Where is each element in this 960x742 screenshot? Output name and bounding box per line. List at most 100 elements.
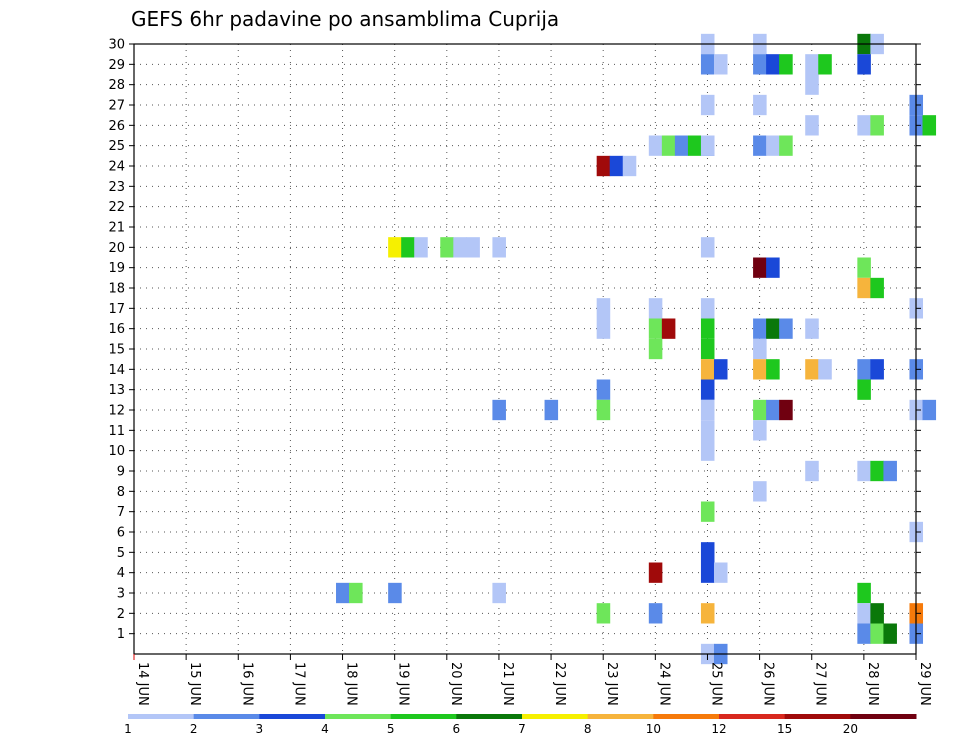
precip-cell: [700, 54, 715, 75]
precip-cell: [805, 54, 819, 75]
legend-swatch: [522, 714, 589, 719]
x-tick-label: 29 JUN: [917, 662, 932, 706]
x-axis: 14 JUN 15 JUN 16 JUN 17 JUN 18 JUN 19 JUN 20 J…: [133, 654, 932, 706]
y-tick-label: 11: [108, 424, 125, 439]
y-tick-label: 1: [117, 627, 125, 642]
precip-cell: [700, 298, 715, 319]
precip-cell: [596, 379, 611, 400]
y-tick-label: 22: [108, 200, 125, 215]
precip-cell: [753, 318, 767, 339]
precip-cell: [818, 54, 832, 75]
precip-cell: [753, 257, 767, 278]
precip-cell: [713, 54, 728, 75]
precip-cell: [401, 237, 415, 258]
legend-swatch: [456, 714, 523, 719]
precip-cell: [857, 257, 871, 278]
precip-cell: [609, 155, 624, 177]
precip-cell: [440, 237, 454, 258]
legend-label: 7: [518, 722, 526, 736]
y-tick-label: 23: [108, 180, 125, 195]
y-tick-label: 29: [108, 58, 125, 73]
legend-label: 8: [584, 722, 592, 736]
precip-cell: [805, 115, 819, 136]
precip-cell: [779, 318, 793, 339]
precip-cell: [818, 359, 832, 380]
precip-cell: [922, 399, 937, 421]
y-tick-label: 13: [108, 383, 125, 398]
y-tick-label: 20: [108, 241, 125, 256]
precip-cell: [766, 54, 780, 75]
legend-swatch: [390, 714, 457, 719]
y-tick-label: 15: [108, 343, 125, 358]
precip-cell: [870, 603, 884, 624]
precip-cell: [700, 359, 715, 380]
precip-cell: [766, 399, 780, 421]
precip-cell: [805, 318, 819, 339]
precip-cell: [700, 440, 715, 461]
x-tick-label: 19 JUN: [396, 662, 411, 706]
precip-cell: [492, 399, 506, 421]
x-tick-label: 15 JUN: [187, 662, 202, 706]
y-tick-label: 2: [117, 607, 125, 622]
precip-cell: [700, 237, 715, 258]
precip-cell: [713, 359, 728, 380]
y-tick-label: 24: [108, 160, 125, 175]
precip-cell: [700, 338, 715, 360]
y-tick-label: 21: [108, 221, 125, 236]
precip-cell: [492, 582, 506, 604]
precip-cell: [753, 54, 767, 75]
precip-cell: [596, 399, 611, 421]
precip-cell: [700, 542, 715, 563]
precip-cell: [766, 318, 780, 339]
precip-cell: [766, 359, 780, 380]
precip-cell: [766, 135, 780, 156]
precip-cell: [883, 460, 897, 482]
legend-label: 2: [190, 722, 198, 736]
x-tick-label: 20 JUN: [448, 662, 463, 706]
y-tick-label: 14: [108, 363, 125, 378]
x-tick-label: 22 JUN: [552, 662, 567, 706]
precip-cell: [805, 460, 819, 482]
precip-cell: [349, 582, 363, 604]
precip-cell: [870, 115, 884, 136]
y-tick-label: 9: [117, 465, 125, 480]
precip-cell: [661, 135, 676, 156]
precip-cell: [648, 338, 663, 360]
legend-label: 3: [256, 722, 264, 736]
y-tick-label: 10: [108, 444, 125, 459]
x-tick-label: 25 JUN: [708, 662, 723, 706]
precip-cell: [596, 155, 611, 177]
precip-cell: [779, 135, 793, 156]
precip-cell: [596, 318, 611, 339]
precip-cell: [700, 318, 715, 339]
precip-cell: [753, 481, 767, 502]
y-tick-label: 28: [108, 78, 125, 93]
legend-swatch: [784, 714, 851, 719]
y-axis: 1234567891011121314151617181920212223242…: [108, 38, 921, 642]
precip-cell: [857, 277, 871, 299]
x-tick-label: 24 JUN: [656, 662, 671, 706]
precip-cells: [336, 33, 937, 665]
precip-cell: [857, 460, 871, 482]
precip-cell: [805, 74, 819, 95]
legend-swatch: [850, 714, 917, 719]
precip-cell: [857, 359, 871, 380]
precip-cell: [700, 135, 715, 156]
precip-cell: [766, 257, 780, 278]
precip-cell: [700, 420, 715, 441]
precip-cell: [414, 237, 428, 258]
precip-cell: [700, 603, 715, 624]
precip-cell: [544, 399, 559, 421]
x-tick-label: 23 JUN: [604, 662, 619, 706]
legend-swatch: [587, 714, 654, 719]
precip-cell: [700, 562, 715, 583]
y-tick-label: 8: [117, 485, 125, 500]
precip-cell: [857, 582, 871, 604]
x-tick-label: 14 JUN: [135, 662, 150, 706]
precip-cell: [648, 562, 663, 583]
y-tick-label: 16: [108, 322, 125, 337]
precip-cell: [648, 135, 663, 156]
legend-swatch: [193, 714, 260, 719]
precip-cell: [805, 359, 819, 380]
precip-cell: [622, 155, 637, 177]
